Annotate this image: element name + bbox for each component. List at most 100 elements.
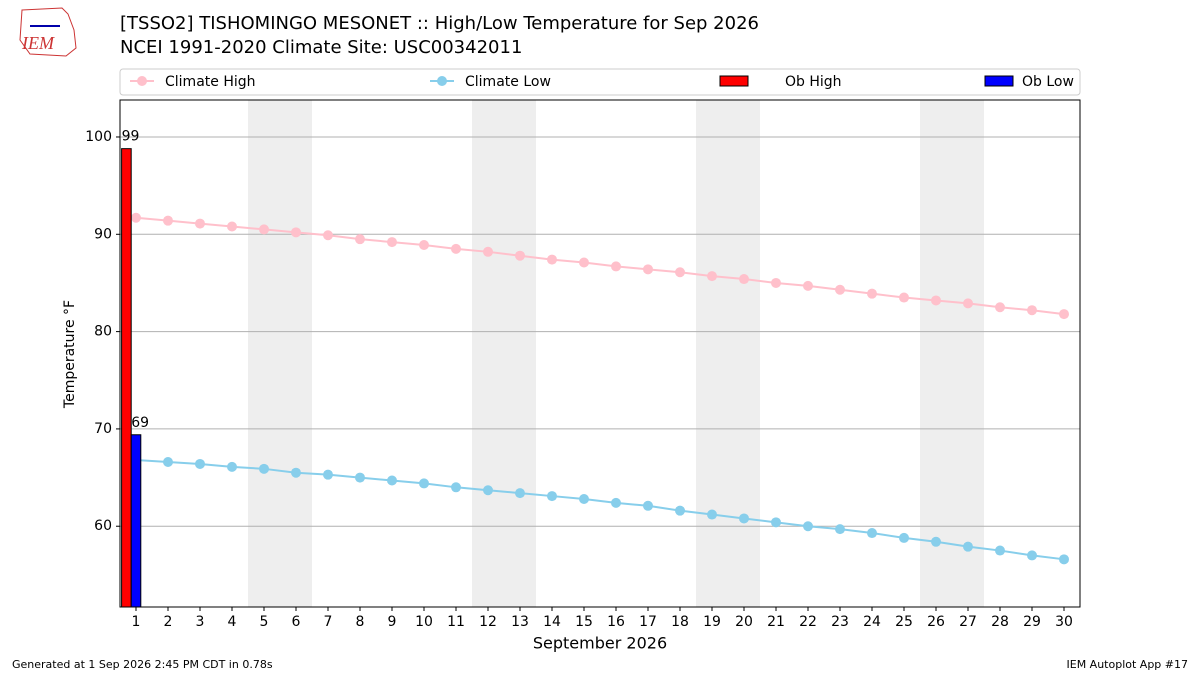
x-tick-label: 1 <box>132 614 141 630</box>
point <box>515 250 525 261</box>
point <box>739 274 749 285</box>
logo-outline <box>19 7 77 57</box>
point <box>1059 309 1069 320</box>
point <box>835 524 845 535</box>
point <box>227 221 237 232</box>
point <box>227 461 237 472</box>
point <box>547 491 557 502</box>
point <box>483 246 493 257</box>
x-tick-label: 24 <box>863 614 881 630</box>
point <box>899 292 909 303</box>
chart-subtitle: NCEI 1991-2020 Climate Site: USC00342011 <box>120 37 522 58</box>
x-tick-label: 8 <box>356 614 365 630</box>
x-tick-label: 17 <box>639 614 657 630</box>
footer-left: Generated at 1 Sep 2026 2:45 PM CDT in 0… <box>12 658 273 671</box>
x-tick-label: 26 <box>927 614 945 630</box>
weekend-shade <box>472 100 504 607</box>
legend-swatch <box>719 75 749 87</box>
weekend-shade <box>504 100 536 607</box>
legend-label: Climate High <box>165 74 256 90</box>
point <box>547 254 557 265</box>
x-tick-label: 15 <box>575 614 593 630</box>
point <box>291 227 301 238</box>
point <box>867 288 877 299</box>
point <box>643 264 653 275</box>
point <box>739 513 749 524</box>
x-tick-label: 2 <box>164 614 173 630</box>
x-tick-label: 23 <box>831 614 849 630</box>
x-tick-label: 19 <box>703 614 721 630</box>
point <box>323 230 333 241</box>
point <box>803 280 813 291</box>
point <box>803 521 813 532</box>
point <box>611 261 621 272</box>
point <box>419 239 429 250</box>
point <box>195 218 205 229</box>
x-tick-label: 16 <box>607 614 625 630</box>
footer-right: IEM Autoplot App #17 <box>1067 658 1189 671</box>
x-tick-label: 29 <box>1023 614 1041 630</box>
x-tick-label: 20 <box>735 614 753 630</box>
point <box>451 482 461 493</box>
point <box>707 509 717 520</box>
x-tick-label: 22 <box>799 614 817 630</box>
weekend-shade <box>248 100 280 607</box>
x-tick-label: 11 <box>447 614 465 630</box>
x-tick-label: 14 <box>543 614 561 630</box>
y-axis-label: Temperature °F <box>62 300 78 409</box>
point <box>355 472 365 483</box>
point <box>579 257 589 268</box>
point <box>931 295 941 306</box>
legend <box>119 68 1081 96</box>
legend-label: Ob High <box>785 74 842 90</box>
point <box>963 541 973 552</box>
point <box>611 497 621 508</box>
x-tick-label: 21 <box>767 614 785 630</box>
x-tick-label: 5 <box>260 614 269 630</box>
point <box>163 457 173 468</box>
point <box>163 215 173 226</box>
x-tick-label: 18 <box>671 614 689 630</box>
y-tick-label: 100 <box>85 129 112 145</box>
point <box>195 458 205 469</box>
x-tick-label: 7 <box>324 614 333 630</box>
point <box>451 243 461 254</box>
point <box>771 517 781 528</box>
x-tick-label: 12 <box>479 614 497 630</box>
x-tick-label: 9 <box>388 614 397 630</box>
x-axis-label: September 2026 <box>533 634 667 653</box>
point <box>1059 554 1069 565</box>
point <box>995 545 1005 556</box>
weekend-shade <box>952 100 984 607</box>
point <box>579 493 589 504</box>
point <box>131 212 141 223</box>
x-tick-label: 28 <box>991 614 1009 630</box>
weekend-shade <box>920 100 952 607</box>
point <box>675 267 685 278</box>
y-tick-label: 80 <box>94 324 112 340</box>
point <box>515 488 525 499</box>
value-label: 99 <box>122 129 140 145</box>
weekend-shade <box>696 100 728 607</box>
legend-swatch <box>437 76 447 86</box>
point <box>259 224 269 235</box>
x-tick-label: 27 <box>959 614 977 630</box>
point <box>419 478 429 489</box>
x-tick-label: 30 <box>1055 614 1073 630</box>
point <box>483 485 493 496</box>
y-tick-label: 70 <box>94 421 112 437</box>
point <box>643 500 653 511</box>
point <box>995 302 1005 313</box>
point <box>387 237 397 248</box>
weekend-shade <box>280 100 312 607</box>
point <box>323 469 333 480</box>
point <box>259 463 269 474</box>
point <box>387 475 397 486</box>
point <box>899 532 909 543</box>
point <box>1027 550 1037 561</box>
y-tick-label: 60 <box>94 518 112 534</box>
weekend-shade <box>728 100 760 607</box>
x-tick-label: 25 <box>895 614 913 630</box>
value-label: 69 <box>131 415 149 431</box>
